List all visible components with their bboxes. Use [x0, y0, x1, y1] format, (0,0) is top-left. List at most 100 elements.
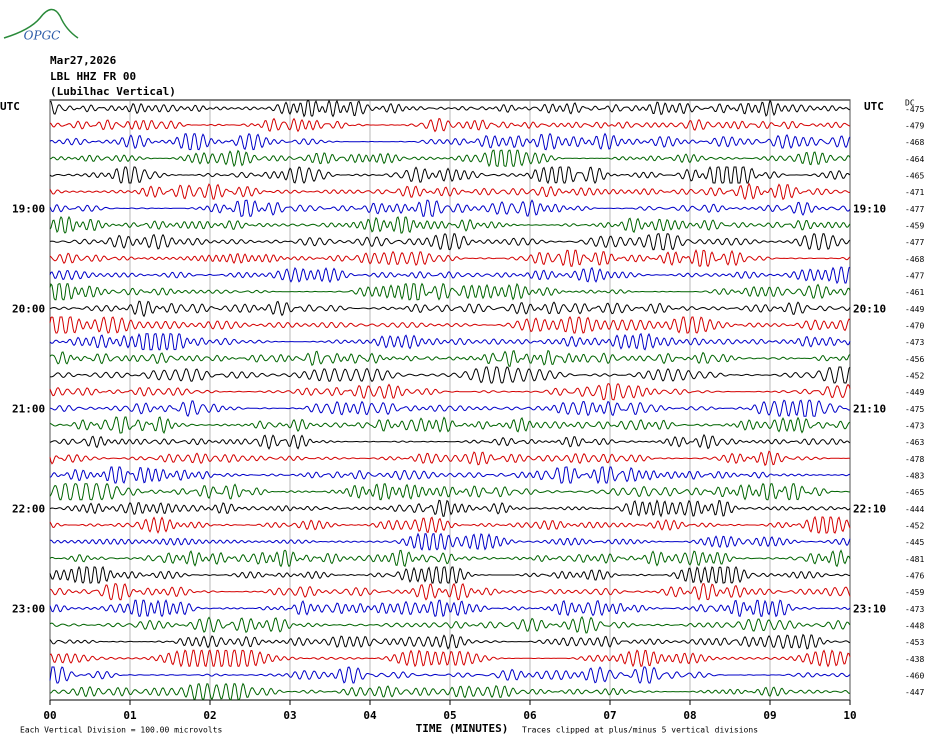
- trace: [49, 416, 851, 434]
- dc-offset: -445: [905, 538, 924, 547]
- trace: [49, 332, 851, 351]
- time-label: 21:10: [853, 402, 886, 415]
- logo-curve: [3, 8, 79, 39]
- dc-offset: -478: [905, 455, 924, 464]
- dc-offset: -483: [905, 472, 924, 481]
- trace: [49, 132, 851, 151]
- dc-offset: -468: [905, 255, 924, 264]
- dc-offset: -460: [905, 672, 924, 681]
- dc-offset: -468: [905, 138, 924, 147]
- dc-offset: -453: [905, 638, 924, 647]
- dc-offset: -452: [905, 372, 924, 381]
- dc-offset: -452: [905, 522, 924, 531]
- logo: OPGC: [24, 29, 61, 43]
- dc-offset: -444: [905, 505, 924, 514]
- trace: [49, 316, 851, 334]
- trace: [49, 582, 851, 601]
- trace: [49, 549, 851, 568]
- dc-offset: -465: [905, 172, 924, 181]
- dc-offset: -479: [905, 122, 924, 131]
- dc-offset: -473: [905, 422, 924, 431]
- time-label: 20:10: [853, 302, 886, 315]
- trace: [49, 366, 851, 384]
- trace: [49, 349, 851, 367]
- trace: [49, 482, 851, 501]
- trace: [49, 433, 851, 450]
- trace: [49, 515, 851, 534]
- trace: [49, 616, 851, 634]
- trace: [49, 300, 851, 318]
- dc-offset: -438: [905, 655, 924, 664]
- dc-offset: -477: [905, 272, 924, 281]
- dc-offset: -471: [905, 188, 924, 197]
- dc-offset: -463: [905, 438, 924, 447]
- trace: [49, 182, 851, 201]
- time-label: 22:00: [12, 502, 45, 515]
- trace: [49, 382, 851, 401]
- dc-offset: -477: [905, 205, 924, 214]
- dc-offset: -470: [905, 322, 924, 331]
- x-tick-label: 01: [123, 709, 137, 722]
- trace: [49, 532, 851, 551]
- x-tick-label: 08: [683, 709, 696, 722]
- dc-offset: -481: [905, 555, 924, 564]
- dc-offset: -449: [905, 305, 924, 314]
- dc-offset: -461: [905, 288, 924, 297]
- scale-note: Each Vertical Division = 100.00 microvol…: [20, 726, 222, 735]
- dc-offset: -473: [905, 338, 924, 347]
- dc-offset: -477: [905, 238, 924, 247]
- dc-offset: -476: [905, 572, 924, 581]
- dc-offset: -448: [905, 622, 924, 631]
- x-tick-label: 09: [763, 709, 776, 722]
- trace: [49, 399, 851, 417]
- trace: [49, 249, 851, 268]
- trace: [49, 232, 851, 251]
- trace: [49, 266, 851, 285]
- dc-offset: -456: [905, 355, 924, 364]
- time-label: 22:10: [853, 502, 886, 515]
- dc-offset: -459: [905, 588, 924, 597]
- trace: [49, 199, 851, 217]
- trace: [49, 149, 851, 168]
- clip-note: Traces clipped at plus/minus 5 vertical …: [522, 726, 758, 735]
- x-tick-label: 06: [523, 709, 537, 722]
- trace: [49, 215, 851, 234]
- right-title: UTC: [864, 100, 884, 113]
- trace: [49, 466, 851, 485]
- left-title: UTC: [0, 100, 20, 113]
- location: (Lubilhac Vertical): [50, 85, 176, 98]
- trace: [49, 565, 850, 584]
- dc-offset: -475: [905, 105, 924, 114]
- x-title: TIME (MINUTES): [416, 722, 509, 735]
- trace: [49, 682, 851, 701]
- dc-offset: -449: [905, 388, 924, 397]
- trace: [49, 666, 851, 684]
- time-label: 23:10: [853, 602, 886, 615]
- dc-offset: -475: [905, 405, 924, 414]
- dc-offset: -447: [905, 688, 924, 697]
- x-tick-label: 07: [603, 709, 616, 722]
- time-label: 20:00: [12, 302, 45, 315]
- offset-title: DC: [905, 99, 915, 108]
- time-label: 21:00: [12, 402, 45, 415]
- x-tick-label: 05: [443, 709, 456, 722]
- x-tick-label: 04: [363, 709, 377, 722]
- trace: [49, 499, 851, 518]
- dc-offset: -459: [905, 222, 924, 231]
- dc-offset: -473: [905, 605, 924, 614]
- trace: [49, 166, 851, 185]
- time-label: 19:10: [853, 202, 886, 215]
- station: LBL HHZ FR 00: [50, 70, 136, 83]
- trace: [49, 633, 851, 650]
- x-tick-label: 02: [203, 709, 216, 722]
- dc-offset: -465: [905, 488, 924, 497]
- trace: [49, 282, 851, 301]
- trace: [49, 649, 851, 668]
- x-tick-label: 03: [283, 709, 296, 722]
- time-label: 23:00: [12, 602, 45, 615]
- x-tick-label: 10: [843, 709, 856, 722]
- trace: [49, 450, 850, 467]
- date: Mar27,2026: [50, 54, 117, 67]
- dc-offset: -464: [905, 155, 924, 164]
